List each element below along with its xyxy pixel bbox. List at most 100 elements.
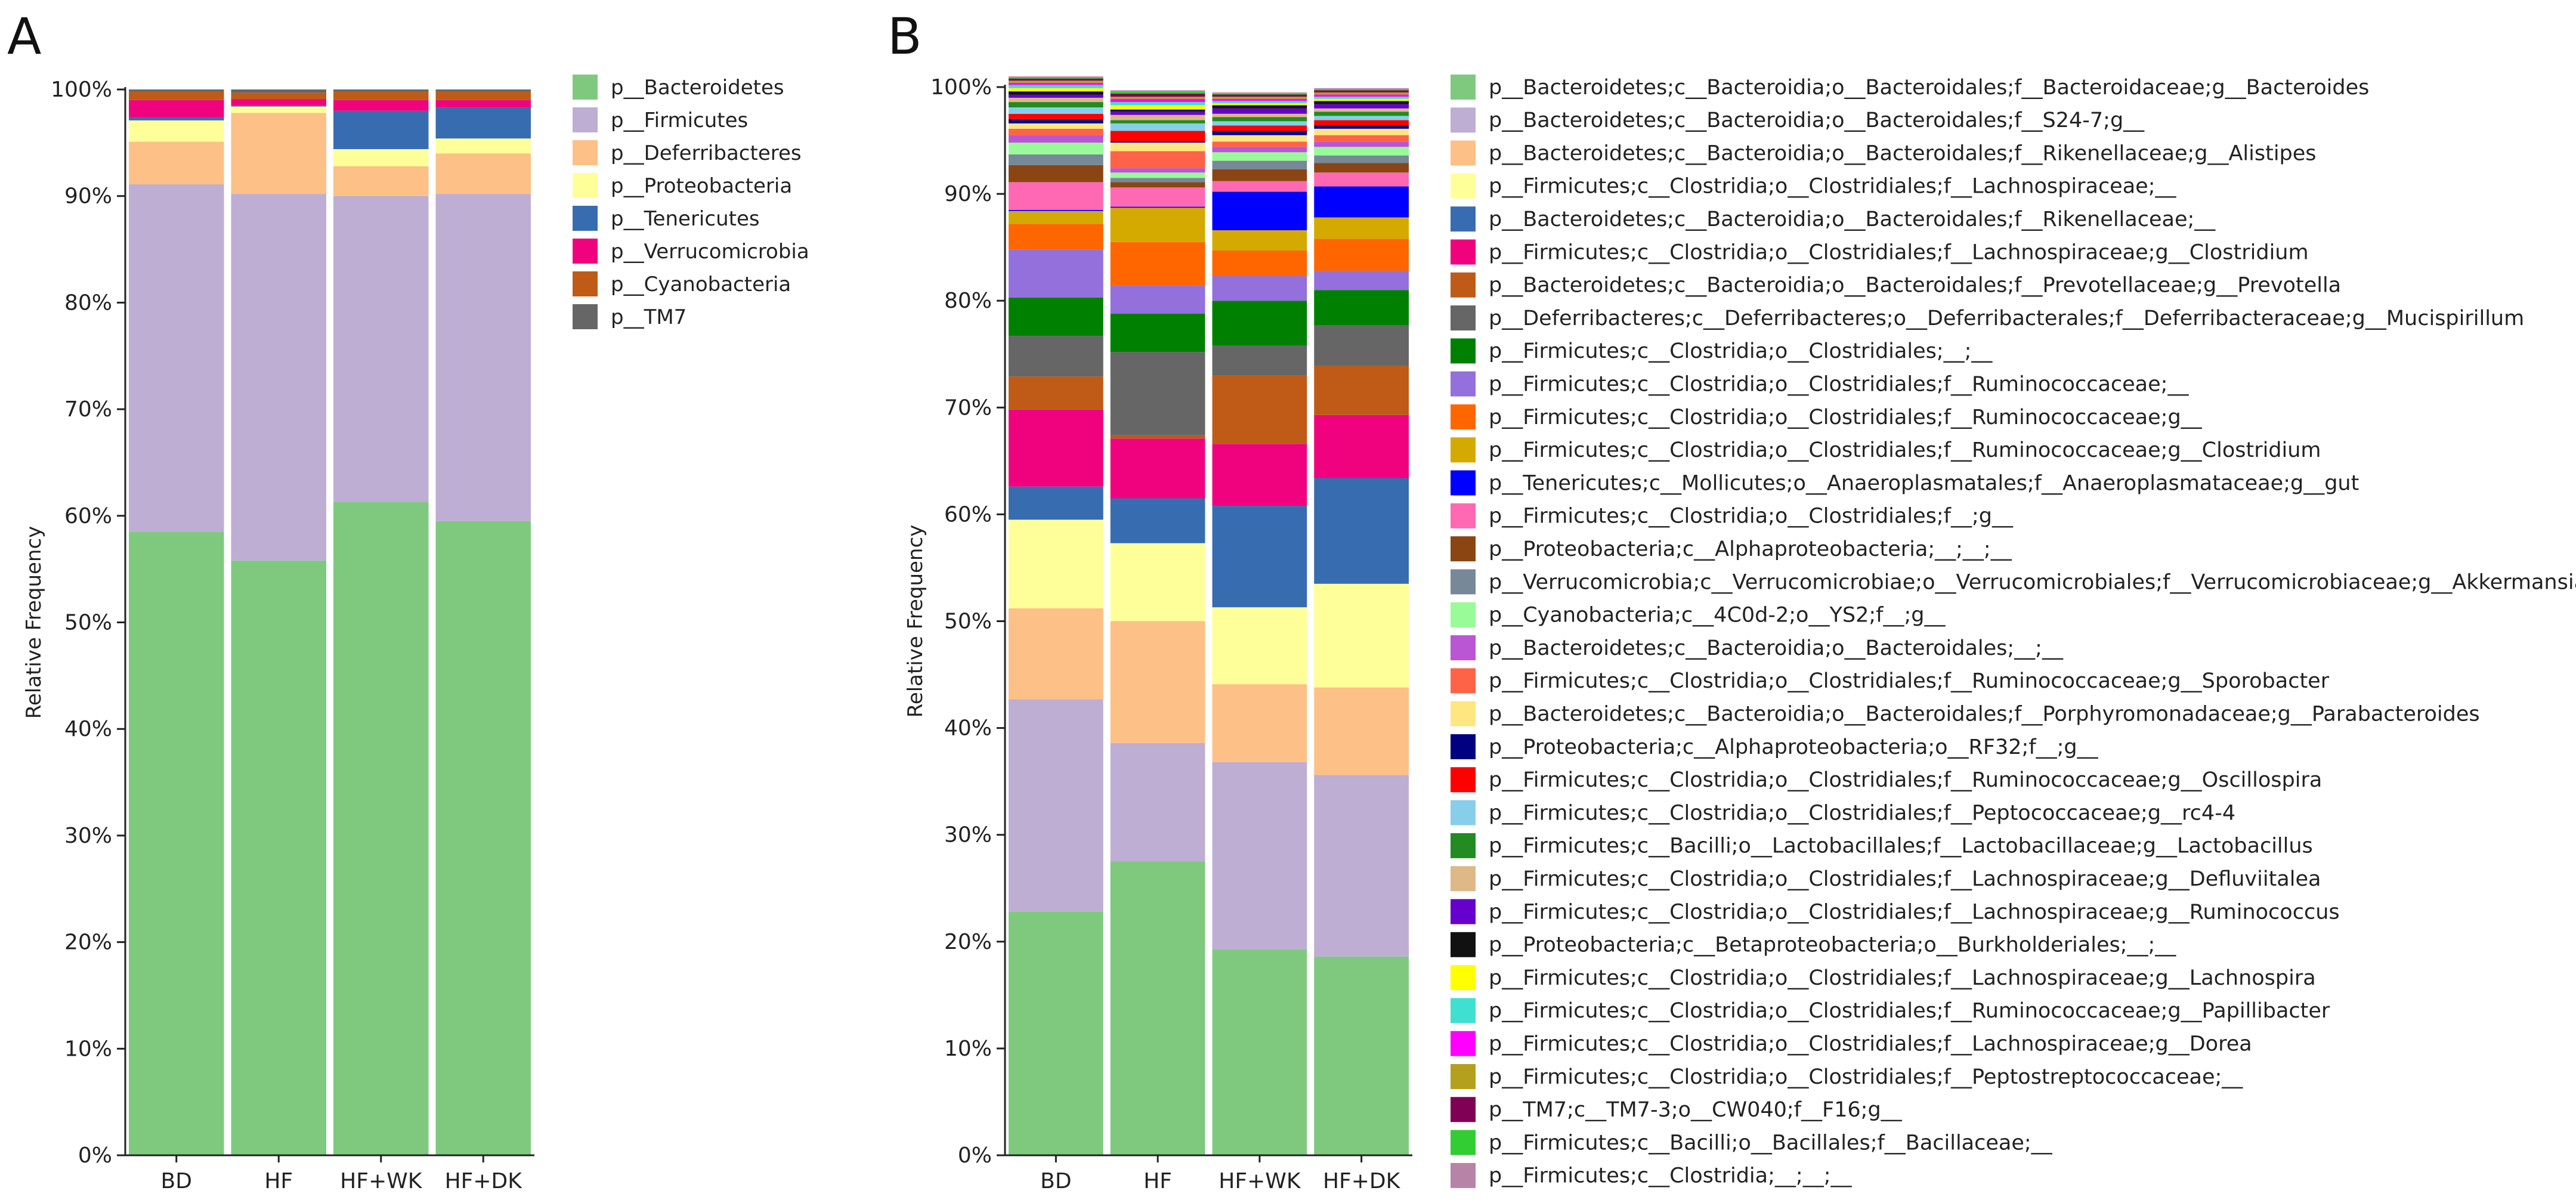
bar-segment <box>1110 120 1205 123</box>
bar-segment <box>129 141 224 185</box>
bar-segment <box>1110 123 1205 131</box>
legend-swatch <box>573 107 598 132</box>
bar-segment <box>1314 366 1409 415</box>
bar-segment <box>1009 123 1103 129</box>
bar-segment <box>1314 172 1409 187</box>
bar-segment <box>231 105 326 107</box>
panel-letter-b: B <box>887 7 922 66</box>
legend-label: p__Cyanobacteria <box>611 273 791 296</box>
legend-label: p__Proteobacteria;c__Betaproteobacteria;… <box>1489 933 2176 957</box>
bar-segment <box>1212 949 1307 1155</box>
bar-segment <box>1009 128 1103 135</box>
bar-segment <box>1110 208 1205 242</box>
bar-segment <box>231 92 326 100</box>
bar-segment <box>1009 107 1103 114</box>
bar-segment <box>1009 154 1103 165</box>
bar-segment <box>1314 116 1409 120</box>
bar-segment <box>1110 112 1205 115</box>
bar-segment <box>333 149 429 166</box>
legend-label: p__Firmicutes;c__Clostridia;o__Clostridi… <box>1489 900 2340 924</box>
bar-segment <box>435 107 531 139</box>
bar-segment <box>1009 519 1103 609</box>
bar-segment <box>1314 90 1409 92</box>
legend-label: p__Firmicutes;c__Clostridia;o__Clostridi… <box>1489 438 2321 462</box>
bar-segment <box>1314 97 1409 99</box>
legend-label: p__Firmicutes;c__Clostridia;o__Clostridi… <box>1489 505 2013 528</box>
x-tick-label: HF+DK <box>445 1169 523 1193</box>
legend-swatch <box>573 304 598 329</box>
bar-segment <box>1009 102 1103 108</box>
y-tick-label: 70% <box>64 397 112 422</box>
legend-swatch <box>573 140 598 165</box>
bar-segment <box>129 531 224 1155</box>
bar-segment <box>1110 115 1205 120</box>
legend-label: p__Bacteroidetes;c__Bacteroidia;o__Bacte… <box>1489 702 2480 726</box>
legend-label: p__Firmicutes;c__Clostridia;o__Clostridi… <box>1489 175 2176 199</box>
bar-segment <box>1009 78 1103 81</box>
bar-segment <box>1314 478 1409 584</box>
bar-segment <box>1212 108 1307 114</box>
legend-swatch <box>1451 932 1476 957</box>
bar-segment <box>1212 98 1307 101</box>
bar-segment <box>1110 187 1205 207</box>
bar-segment <box>1110 743 1205 862</box>
bar-segment <box>1009 165 1103 183</box>
bar-segment <box>1009 77 1103 79</box>
legend: p__Bacteroidetes;c__Bacteroidia;o__Bacte… <box>1451 75 2576 1188</box>
legend-label: p__Firmicutes;c__Clostridia;o__Clostridi… <box>1489 240 2309 264</box>
bar-segment <box>1009 608 1103 700</box>
bar-segment <box>1212 169 1307 181</box>
legend-label: p__Verrucomicrobia <box>611 240 809 264</box>
bar-segment <box>1110 105 1205 110</box>
bar-segment <box>1110 182 1205 188</box>
y-tick-label: 100% <box>51 78 112 102</box>
bar-segment <box>1009 211 1103 224</box>
x-tick-label: HF+WK <box>1219 1169 1301 1193</box>
y-tick-label: 80% <box>944 289 992 313</box>
bar-segment <box>1212 117 1307 122</box>
legend-label: p__Proteobacteria;c__Alphaproteobacteria… <box>1489 735 2098 759</box>
y-tick-label: 0% <box>78 1143 112 1168</box>
bar-stack-bd <box>1009 76 1103 1155</box>
bar-segment <box>1314 108 1409 112</box>
bar-segment <box>1009 91 1103 95</box>
bar-segment <box>1110 621 1205 743</box>
legend-swatch <box>573 75 598 100</box>
bar-segment <box>1110 141 1205 143</box>
bar-segment <box>1314 239 1409 271</box>
legend-swatch <box>1451 1162 1476 1188</box>
bar-segment <box>1314 163 1409 173</box>
bar-segment <box>1009 336 1103 377</box>
bar-stack-hf <box>231 89 326 1155</box>
bar-segment <box>1009 911 1103 1155</box>
bar-segment <box>129 100 224 117</box>
bar-segment <box>1009 94 1103 98</box>
y-tick-label: 90% <box>944 182 992 206</box>
bar-segment <box>435 138 531 154</box>
legend-label: p__Firmicutes <box>611 109 748 132</box>
bar-segment <box>333 502 429 1155</box>
legend-label: p__Firmicutes;c__Clostridia;o__Clostridi… <box>1489 867 2321 891</box>
bar-segment <box>333 91 429 100</box>
bar-segment <box>1110 242 1205 286</box>
y-tick-label: 40% <box>64 717 112 741</box>
y-tick-label: 30% <box>64 824 112 848</box>
bar-segment <box>1314 583 1409 688</box>
bar-segment <box>1212 147 1307 153</box>
bar-segment <box>1110 98 1205 103</box>
legend-swatch <box>1451 965 1476 991</box>
y-tick-label: 40% <box>944 716 992 741</box>
legend-label: p__Firmicutes;c__Clostridia;o__Clostridi… <box>1489 999 2330 1023</box>
legend-swatch <box>573 173 598 198</box>
bar-stack-hf-dk <box>435 89 531 1155</box>
bar-segment <box>1110 313 1205 352</box>
x-tick-label: HF+DK <box>1323 1169 1401 1193</box>
bar-segment <box>129 89 224 92</box>
legend-swatch <box>1451 338 1476 364</box>
legend-swatch <box>1451 569 1476 595</box>
bar-segment <box>129 117 224 120</box>
bar-segment <box>1314 325 1409 366</box>
legend-swatch <box>1451 800 1476 825</box>
legend-swatch <box>573 271 598 296</box>
bar-segment <box>1009 143 1103 154</box>
